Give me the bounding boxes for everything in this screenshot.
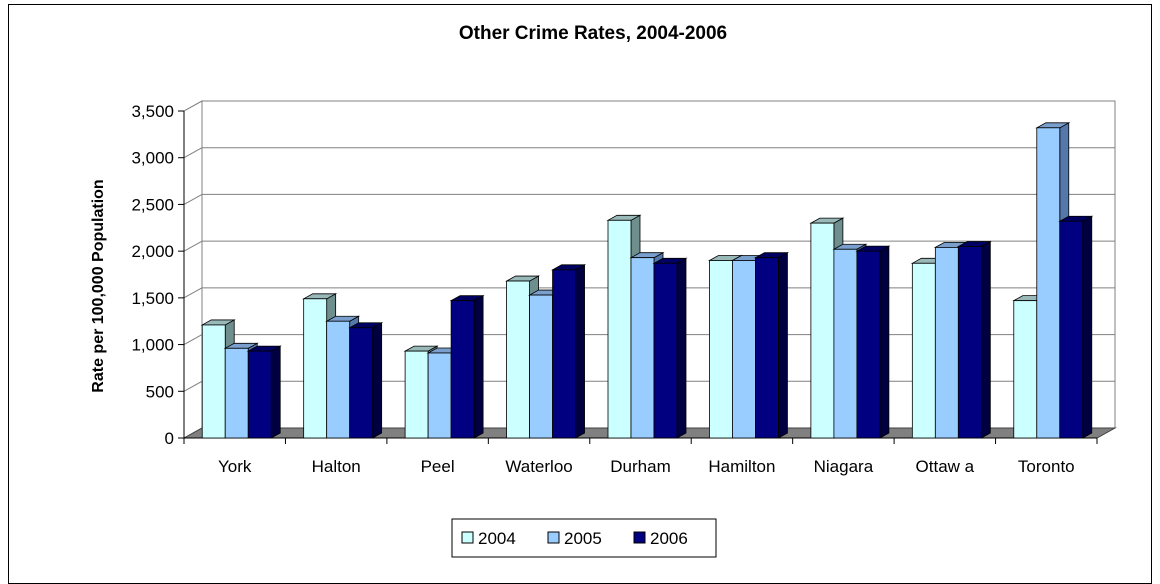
gridline-side — [183, 380, 203, 392]
bar — [855, 245, 891, 439]
bar-front — [1036, 127, 1061, 439]
legend-swatch — [547, 531, 560, 544]
bar-front — [326, 320, 351, 439]
gridline-side — [183, 147, 203, 159]
bar-front — [1013, 300, 1038, 439]
bar-front — [450, 300, 475, 439]
bar-front — [427, 352, 452, 439]
y-tick-label: 1,500 — [131, 289, 174, 308]
x-tick-label: Peel — [421, 457, 455, 476]
x-tick-label: Waterloo — [505, 457, 572, 476]
bar-front — [833, 248, 858, 439]
y-tick-label: 500 — [146, 382, 174, 401]
bar-front — [653, 262, 678, 439]
bar-front — [201, 324, 226, 439]
bar-side — [778, 252, 788, 439]
bar-front — [630, 257, 655, 439]
bar-front — [911, 262, 936, 439]
gridline-side — [183, 287, 203, 299]
bar-front — [506, 280, 530, 439]
x-tick-label: Halton — [312, 457, 361, 476]
bar-front — [404, 350, 429, 439]
legend-box — [451, 518, 717, 558]
gridline-side — [183, 100, 203, 112]
bar-front — [607, 219, 632, 439]
bar-side — [473, 294, 484, 439]
gridline-side — [183, 240, 203, 252]
bar-front — [552, 269, 576, 439]
y-tick-label: 2,500 — [131, 195, 174, 214]
y-tick-label: 1,000 — [131, 336, 174, 355]
bar — [1058, 215, 1094, 439]
side-wall — [183, 100, 203, 439]
bar — [246, 345, 282, 439]
bar-side — [676, 257, 687, 439]
y-tick-labels: 0 500 1,000 1,500 2,000 2,500 3,000 3,500 — [131, 102, 174, 448]
bar-front — [856, 250, 881, 439]
x-tick-label: Toronto — [1018, 457, 1075, 476]
bar-front — [732, 260, 756, 439]
bar — [348, 322, 384, 439]
bar-side — [879, 245, 890, 439]
x-tick-label: Niagara — [814, 457, 874, 476]
bar-front — [934, 247, 959, 439]
legend: 2004 2005 2006 — [451, 518, 717, 558]
bar-front — [303, 298, 328, 439]
x-tick-label: York — [218, 457, 252, 476]
legend-label: 2004 — [478, 529, 516, 548]
y-axis-label: Rate per 100,000 Population — [90, 179, 107, 392]
y-tick-label: 2,000 — [131, 242, 174, 261]
x-tick-label: Ottaw a — [916, 457, 975, 476]
bar-side — [270, 345, 281, 439]
bar-chart: Other Crime Rates, 2004-2006 Rate per 10… — [90, 23, 1117, 558]
bar — [652, 257, 688, 439]
bars — [200, 122, 1094, 439]
bar-side — [1082, 215, 1093, 439]
bar-side — [372, 322, 383, 439]
bar-front — [224, 347, 249, 439]
bar-front — [709, 260, 733, 439]
legend-label: 2005 — [564, 529, 602, 548]
chart-title: Other Crime Rates, 2004-2006 — [459, 23, 727, 44]
y-tick-label: 3,500 — [131, 102, 174, 121]
bar-front — [349, 327, 374, 439]
y-tick-label: 3,000 — [131, 149, 174, 168]
bar-front — [529, 294, 553, 439]
chart-frame: Other Crime Rates, 2004-2006 Rate per 10… — [8, 4, 1152, 584]
gridline-side — [183, 193, 203, 205]
legend-label: 2006 — [650, 529, 688, 548]
bar-front — [247, 350, 272, 439]
legend-swatch — [633, 531, 646, 544]
x-tick-labels: York Halton Peel Waterloo Durham Hamilton Niag… — [218, 457, 1075, 476]
bar-front — [1059, 220, 1084, 439]
bar-front — [957, 246, 982, 439]
y-tick-label: 0 — [165, 429, 174, 448]
bar — [956, 240, 992, 439]
bar-front — [810, 222, 835, 439]
bar-side — [575, 264, 585, 439]
legend-swatch — [461, 531, 474, 544]
bar — [449, 294, 485, 439]
bar — [753, 252, 789, 439]
x-tick-label: Hamilton — [708, 457, 775, 476]
bar — [551, 264, 587, 439]
x-tick-label: Durham — [610, 457, 670, 476]
gridline-side — [183, 334, 203, 346]
bar-front — [755, 257, 779, 439]
bar-side — [980, 240, 991, 439]
